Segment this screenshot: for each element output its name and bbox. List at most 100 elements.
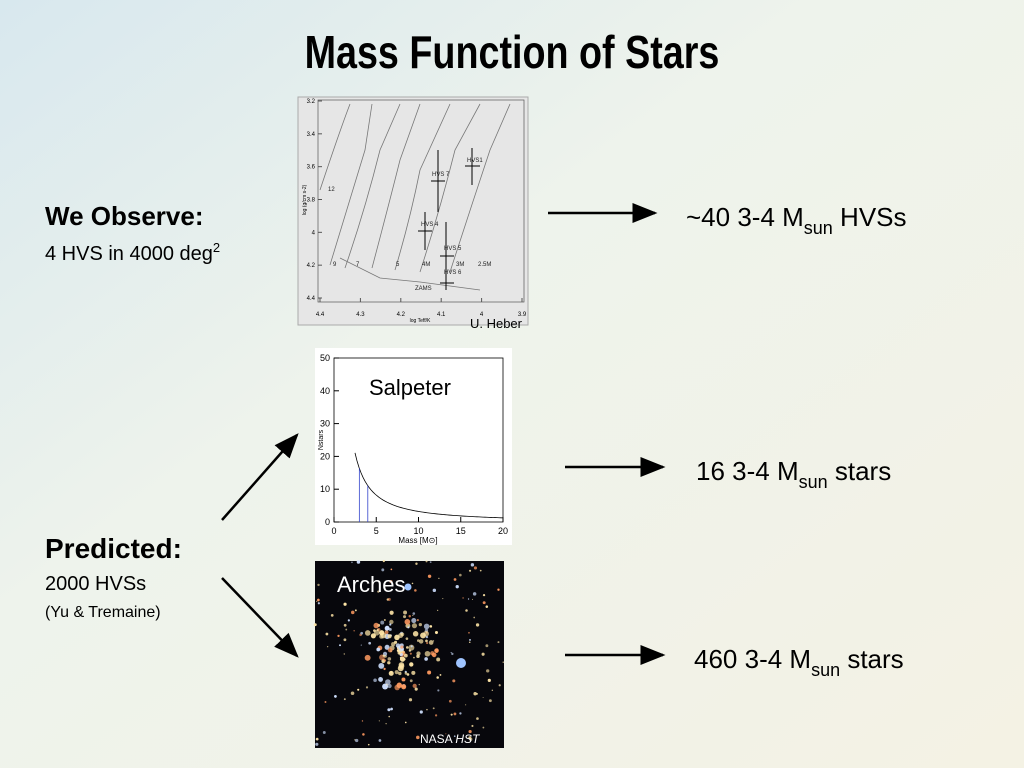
star xyxy=(316,600,318,602)
arrow xyxy=(221,433,299,521)
star xyxy=(481,652,485,656)
plot-label: HVS 4 xyxy=(421,222,439,228)
sub: sun xyxy=(799,472,828,492)
x-tick-label: 4 xyxy=(480,312,484,318)
plot-label: HVS 5 xyxy=(444,246,462,252)
star xyxy=(412,631,419,637)
star xyxy=(334,695,337,698)
star xyxy=(322,731,326,734)
star xyxy=(364,654,371,661)
curve xyxy=(354,452,504,519)
star xyxy=(387,683,392,689)
star xyxy=(390,568,393,571)
star xyxy=(396,682,403,688)
star xyxy=(356,560,361,564)
text: 4 HVS in 4000 deg xyxy=(45,243,213,265)
star xyxy=(378,739,382,742)
star xyxy=(415,562,418,565)
star xyxy=(418,639,424,644)
star xyxy=(423,623,430,630)
star xyxy=(370,633,376,639)
star xyxy=(471,598,474,601)
predicted-detail: 2000 HVSs xyxy=(45,573,146,595)
star xyxy=(362,733,365,736)
star xyxy=(397,651,402,655)
star xyxy=(425,560,428,563)
star xyxy=(414,687,418,691)
x-tick-label: 20 xyxy=(498,526,508,536)
star xyxy=(405,721,407,724)
star xyxy=(394,634,400,641)
star xyxy=(390,707,393,711)
x-tick-label: 0 xyxy=(331,526,336,536)
star xyxy=(315,742,319,746)
x-tick-label: 4.4 xyxy=(316,312,325,318)
x-axis-label: log Teff/K xyxy=(410,318,431,324)
star xyxy=(434,648,439,653)
star xyxy=(376,628,379,632)
star xyxy=(313,623,317,627)
bright-star xyxy=(404,583,412,591)
star xyxy=(432,640,435,642)
star xyxy=(497,641,500,644)
star xyxy=(384,625,390,631)
star xyxy=(418,683,420,686)
star xyxy=(438,577,440,580)
plot-label: HVS 7 xyxy=(432,172,450,178)
star xyxy=(324,701,327,704)
star xyxy=(416,651,421,656)
star xyxy=(389,619,394,625)
star xyxy=(387,634,392,639)
star xyxy=(475,623,480,627)
star xyxy=(448,699,452,703)
star xyxy=(412,614,414,617)
y-tick-label: 20 xyxy=(320,451,330,461)
star xyxy=(400,650,404,653)
plot-label: ZAMS xyxy=(415,286,432,292)
star xyxy=(411,618,417,624)
star xyxy=(472,592,477,596)
star xyxy=(387,661,391,665)
x-tick-label: 3.9 xyxy=(518,312,527,318)
text: 460 3-4 M xyxy=(694,644,811,674)
hvs-points xyxy=(418,148,480,290)
star xyxy=(379,634,384,639)
star xyxy=(471,724,474,728)
star xyxy=(453,578,457,581)
star xyxy=(368,641,372,645)
predicted-heading: Predicted: xyxy=(45,533,182,564)
star xyxy=(388,715,390,718)
star xyxy=(317,602,320,605)
star xyxy=(404,619,411,625)
star xyxy=(482,697,484,699)
star xyxy=(400,645,404,649)
star xyxy=(404,672,408,675)
star xyxy=(389,580,393,584)
star xyxy=(387,597,391,601)
salpeter-result: 16 3-4 Msun stars xyxy=(696,456,891,492)
x-tick-label: 5 xyxy=(374,526,379,536)
plot-label: HVS1 xyxy=(467,158,483,164)
star xyxy=(451,652,454,656)
star xyxy=(399,656,402,659)
star xyxy=(445,733,447,735)
text: stars xyxy=(840,644,904,674)
star xyxy=(432,588,437,593)
star xyxy=(401,677,406,682)
star xyxy=(365,686,369,689)
credit: U. Heber xyxy=(470,316,523,331)
text: NASA xyxy=(420,732,455,746)
star xyxy=(400,632,405,637)
star xyxy=(491,689,494,691)
star xyxy=(373,622,379,629)
star xyxy=(353,630,355,632)
star xyxy=(354,609,357,612)
x-tick-label: 4.2 xyxy=(397,312,406,318)
star xyxy=(343,602,347,606)
star xyxy=(426,708,428,711)
star xyxy=(367,743,370,746)
star xyxy=(408,698,413,702)
star xyxy=(411,623,418,629)
star xyxy=(416,654,420,658)
star xyxy=(408,644,415,651)
